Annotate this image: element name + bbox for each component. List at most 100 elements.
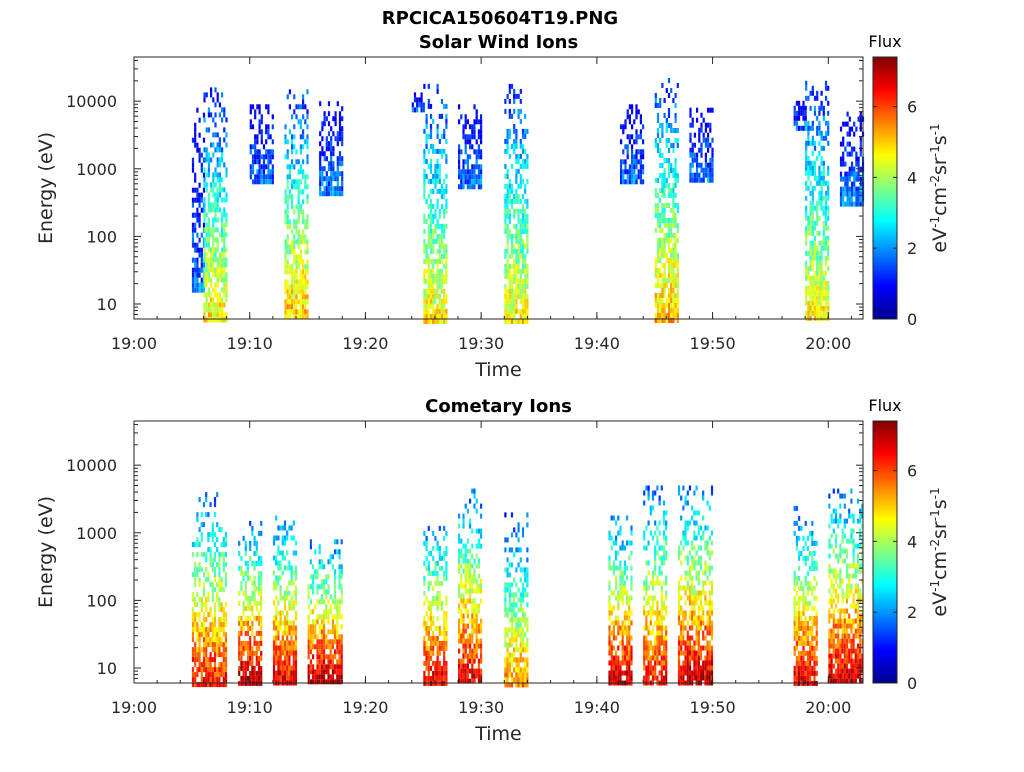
heatmap-cell xyxy=(663,656,665,661)
heatmap-cell xyxy=(648,661,650,666)
heatmap-cell xyxy=(469,649,471,654)
heatmap-cell xyxy=(321,614,323,619)
heatmap-cell xyxy=(796,116,798,121)
heatmap-cell xyxy=(275,661,277,666)
heatmap-cell xyxy=(214,247,216,252)
heatmap-cell xyxy=(308,664,310,669)
heatmap-cell xyxy=(441,134,443,139)
heatmap-cell xyxy=(223,632,225,637)
heatmap-cell xyxy=(196,268,198,273)
heatmap-cell xyxy=(259,109,261,114)
heatmap-cell xyxy=(821,301,823,306)
heatmap-cell xyxy=(443,299,445,304)
heatmap-cell xyxy=(694,153,696,158)
heatmap-cell xyxy=(659,636,661,641)
heatmap-cell xyxy=(630,596,632,601)
heatmap-cell xyxy=(328,101,330,106)
heatmap-cell xyxy=(689,133,691,138)
heatmap-cell xyxy=(812,186,814,191)
heatmap-cell xyxy=(840,172,842,177)
heatmap-cell xyxy=(434,279,436,284)
heatmap-cell xyxy=(295,601,297,606)
heatmap-cell xyxy=(657,298,659,303)
heatmap-cell xyxy=(796,111,798,116)
heatmap-cell xyxy=(645,576,647,581)
heatmap-cell xyxy=(421,92,423,97)
heatmap-cell xyxy=(608,676,610,681)
heatmap-cell xyxy=(223,677,225,682)
heatmap-cell xyxy=(458,569,460,574)
heatmap-cell xyxy=(627,134,629,139)
heatmap-cell xyxy=(287,149,289,154)
heatmap-cell xyxy=(513,214,515,219)
heatmap-cell xyxy=(304,284,306,289)
heatmap-cell xyxy=(812,231,814,236)
heatmap-cell xyxy=(805,226,807,231)
heatmap-cell xyxy=(196,517,198,522)
heatmap-cell xyxy=(467,179,469,184)
heatmap-cell xyxy=(302,129,304,134)
heatmap-cell xyxy=(657,258,659,263)
heatmap-cell xyxy=(439,314,441,319)
heatmap-cell xyxy=(217,257,219,262)
heatmap-cell xyxy=(337,136,339,141)
heatmap-cell xyxy=(243,601,245,606)
heatmap-cell xyxy=(341,539,343,544)
heatmap-cell xyxy=(280,621,282,626)
heatmap-cell xyxy=(509,269,511,274)
heatmap-cell xyxy=(203,522,205,527)
heatmap-cell xyxy=(251,591,253,596)
heatmap-cell xyxy=(339,186,341,191)
heatmap-cell xyxy=(312,679,314,684)
heatmap-cell xyxy=(217,247,219,252)
heatmap-cell xyxy=(295,204,297,209)
heatmap-cell xyxy=(825,241,827,246)
heatmap-cell xyxy=(509,234,511,239)
heatmap-cell xyxy=(467,654,469,659)
heatmap-cell xyxy=(324,191,326,196)
heatmap-cell xyxy=(643,546,645,551)
heatmap-cell xyxy=(277,581,279,586)
heatmap-cell xyxy=(308,674,310,679)
heatmap-cell xyxy=(659,148,661,153)
heatmap-cell xyxy=(280,611,282,616)
heatmap-cell xyxy=(223,667,225,672)
heatmap-cell xyxy=(430,104,432,109)
heatmap-cell xyxy=(648,596,650,601)
heatmap-cell xyxy=(520,647,522,652)
heatmap-cell xyxy=(260,556,262,561)
heatmap-cell xyxy=(203,147,205,152)
heatmap-cell xyxy=(462,654,464,659)
heatmap-cell xyxy=(659,501,661,506)
heatmap-cell xyxy=(217,317,219,322)
heatmap-cell xyxy=(467,559,469,564)
heatmap-cell xyxy=(467,159,469,164)
heatmap-cell xyxy=(223,237,225,242)
heatmap-cell xyxy=(827,291,829,296)
heatmap-cell xyxy=(630,586,632,591)
heatmap-cell xyxy=(520,622,522,627)
heatmap-cell xyxy=(286,616,288,621)
heatmap-cell xyxy=(212,302,214,307)
heatmap-cell xyxy=(423,621,425,626)
heatmap-cell xyxy=(194,677,196,682)
heatmap-cell xyxy=(289,304,291,309)
heatmap-cell xyxy=(661,671,663,676)
heatmap-cell xyxy=(805,146,807,151)
heatmap-cell xyxy=(316,679,318,684)
heatmap-cell xyxy=(661,128,663,133)
heatmap-cell xyxy=(807,251,809,256)
heatmap-cell xyxy=(620,159,622,164)
heatmap-cell xyxy=(507,249,509,254)
heatmap-cell xyxy=(251,606,253,611)
heatmap-cell xyxy=(467,539,469,544)
heatmap-cell xyxy=(812,261,814,266)
heatmap-cell xyxy=(288,601,290,606)
heatmap-cell xyxy=(509,214,511,219)
heatmap-cell xyxy=(291,621,293,626)
heatmap-cell xyxy=(203,223,205,228)
heatmap-cell xyxy=(511,617,513,622)
heatmap-cell xyxy=(655,298,657,303)
heatmap-cell xyxy=(321,121,323,126)
heatmap-cell xyxy=(238,656,240,661)
